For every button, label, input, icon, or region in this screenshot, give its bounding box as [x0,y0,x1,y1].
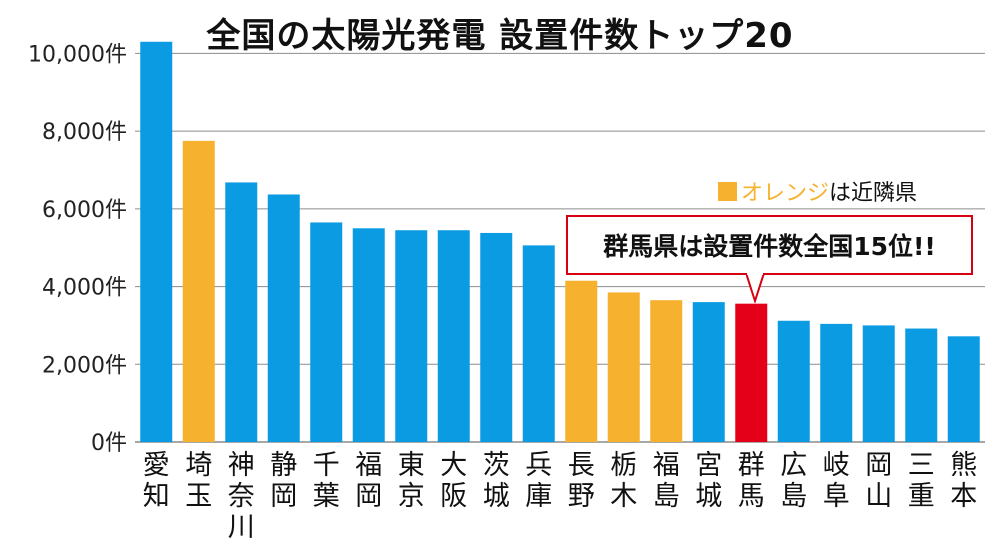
x-tick-label: 長野 [568,450,595,512]
bar [692,302,725,442]
x-tick-label: 神奈川 [228,450,255,543]
x-tick-label: 静岡 [270,450,297,512]
y-tick-label: 0件 [91,431,127,456]
x-tick-label: 東京 [398,450,425,512]
x-axis-labels: 愛知埼玉神奈川静岡千葉福岡東京大阪茨城兵庫長野栃木福島宮城群馬広島岐阜岡山三重熊… [143,450,978,543]
bar [905,328,938,442]
bar [522,245,555,442]
x-tick-label: 福岡 [355,450,382,512]
legend-swatch [718,181,737,201]
bar [947,336,980,442]
y-axis-tick-labels: 0件 2,000件 4,000件 6,000件 8,000件 10,000件 [28,42,127,456]
bar [565,280,598,442]
bar [140,41,173,443]
y-tick-label: 2,000件 [42,353,127,378]
x-tick-label: 茨城 [483,450,510,512]
x-tick-label: 福島 [653,450,680,512]
bar [225,182,258,443]
bar [777,320,810,442]
bar [735,303,768,442]
bar [480,232,513,442]
bar [607,292,640,442]
y-tick-label: 4,000件 [42,276,127,301]
callout-tail [746,273,766,303]
x-tick-label: 岡山 [865,450,892,512]
chart-title: 全国の太陽光発電 設置件数トップ20 [206,16,794,56]
bar [310,222,343,442]
legend-text: は近隣県 [829,181,918,206]
legend-highlight-text: オレンジ [741,181,830,206]
bar [437,230,470,442]
bars [140,41,980,443]
x-tick-label: 千葉 [313,450,340,512]
y-tick-label: 10,000件 [28,42,127,67]
bar [650,300,683,442]
legend: オレンジ は近隣県 [718,175,917,207]
x-tick-label: 岐阜 [823,450,850,512]
bar [820,323,853,442]
bar [182,140,215,442]
x-tick-label: 三重 [908,450,935,512]
x-tick-label: 広島 [780,450,807,512]
bar [267,194,300,442]
x-tick-label: 熊本 [950,450,977,512]
bar [352,228,385,442]
x-tick-label: 埼玉 [185,450,212,512]
callout-box: 群馬県は設置件数全国15位!! [566,215,973,275]
x-tick-label: 兵庫 [525,450,552,512]
x-tick-label: 群馬 [738,450,765,512]
y-tick-label: 8,000件 [42,120,127,145]
y-tick-label: 6,000件 [42,198,127,223]
bar [395,230,428,442]
bar [862,325,895,442]
x-tick-label: 愛知 [143,450,170,512]
x-tick-label: 大阪 [440,450,467,512]
x-tick-label: 宮城 [695,450,722,512]
x-tick-label: 栃木 [610,450,637,512]
